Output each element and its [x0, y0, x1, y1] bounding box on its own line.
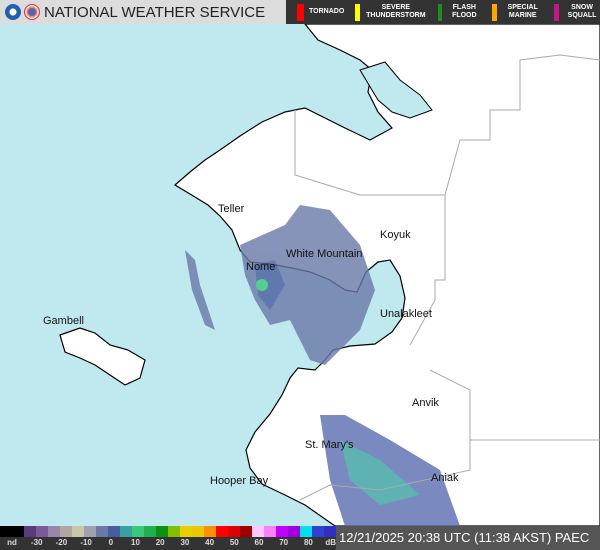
nws-logo	[24, 4, 40, 20]
scale-swatch	[72, 526, 84, 537]
alert-legend: TORNADO SEVERE THUNDERSTORM FLASH FLOOD SPE…	[286, 0, 600, 24]
alert-label: SPECIAL MARINE	[507, 4, 538, 19]
scale-swatch	[228, 526, 240, 537]
scale-swatch	[276, 526, 288, 537]
scale-tick: -30	[30, 538, 43, 547]
alert-swatch	[355, 3, 361, 21]
city-label: Teller	[218, 203, 245, 215]
alert-label: SNOW SQUALL	[567, 4, 597, 19]
city-label: Gambell	[43, 315, 84, 327]
scale-swatch	[168, 526, 180, 537]
scale-swatch	[84, 526, 96, 537]
scale-swatch	[0, 526, 12, 537]
alert-label: TORNADO	[309, 8, 345, 15]
city-label: Unalakleet	[380, 308, 432, 320]
scale-tick: 70	[279, 538, 289, 547]
city-label: Nome	[246, 261, 276, 273]
scale-swatch	[132, 526, 144, 537]
scale-tick: 40	[205, 538, 215, 547]
brand: NATIONAL WEATHER SERVICE	[0, 0, 286, 24]
scale-swatch	[156, 526, 168, 537]
scale-swatch	[180, 526, 192, 537]
scale-swatch	[264, 526, 276, 537]
page-title: NATIONAL WEATHER SERVICE	[44, 3, 266, 21]
alert-special-marine: SPECIAL MARINE	[481, 0, 543, 24]
city-label: Anvik	[412, 397, 439, 409]
city-label: White Mountain	[286, 248, 363, 260]
scale-tick: 50	[229, 538, 239, 547]
scale-tick: nd	[7, 538, 17, 547]
noaa-logo	[5, 4, 21, 20]
alert-swatch	[437, 3, 443, 21]
scale-swatch	[60, 526, 72, 537]
scale-tick: 80	[303, 538, 313, 547]
city-label: Aniak	[431, 472, 459, 484]
scale-swatch	[240, 526, 252, 537]
scale-swatch	[192, 526, 204, 537]
scale-swatch	[324, 526, 336, 537]
scale-swatch	[108, 526, 120, 537]
alert-snow-squall: SNOW SQUALL	[543, 0, 600, 24]
city-label: Hooper Bay	[210, 475, 269, 487]
scale-tick: 0	[108, 538, 114, 547]
scale-swatch	[24, 526, 36, 537]
radar-echoes	[185, 205, 460, 526]
scale-tick: 60	[254, 538, 264, 547]
reflectivity-legend: nd -30 -20 -10 0 10 20 30 40 50 60 70 80 dBZ	[0, 526, 341, 550]
scale-tick: -10	[80, 538, 92, 547]
kotzebue-sound	[359, 61, 433, 119]
alert-swatch	[297, 3, 304, 21]
scale-swatch	[312, 526, 324, 537]
color-scale	[0, 526, 336, 537]
scale-tick: -20	[55, 538, 68, 547]
alert-swatch	[492, 3, 498, 21]
zone-borders	[294, 54, 600, 501]
scale-swatch	[48, 526, 60, 537]
scale-swatch	[204, 526, 216, 537]
scale-swatch	[144, 526, 156, 537]
radar-map[interactable]	[0, 24, 600, 526]
scale-tick: 10	[131, 538, 140, 547]
alert-tornado: TORNADO	[286, 0, 344, 24]
scale-swatch	[252, 526, 264, 537]
scale-swatch	[36, 526, 48, 537]
alert-swatch	[554, 3, 560, 21]
city-label: Koyuk	[380, 229, 411, 241]
scale-swatch	[288, 526, 300, 537]
scale-swatch	[12, 526, 24, 537]
city-label: St. Mary's	[305, 439, 354, 451]
header: NATIONAL WEATHER SERVICE TORNADO SEVERE T…	[0, 0, 600, 24]
scale-swatch	[120, 526, 132, 537]
timestamp: 12/21/2025 20:38 UTC (11:38 AKST) PAEC	[336, 526, 600, 550]
scale-tick: 20	[155, 538, 165, 547]
scale-tick: 30	[180, 538, 190, 547]
alert-label: FLASH FLOOD	[452, 4, 477, 19]
scale-swatch	[216, 526, 228, 537]
alert-label: SEVERE THUNDERSTORM	[366, 4, 426, 19]
st-lawrence-island	[59, 327, 146, 386]
scale-ticks: nd -30 -20 -10 0 10 20 30 40 50 60 70 80 dBZ	[0, 537, 341, 550]
alert-severe-thunderstorm: SEVERE THUNDERSTORM	[344, 0, 426, 24]
scale-tick: dBZ	[325, 538, 341, 547]
alert-flash-flood: FLASH FLOOD	[427, 0, 482, 24]
scale-swatch	[300, 526, 312, 537]
scale-swatch	[96, 526, 108, 537]
